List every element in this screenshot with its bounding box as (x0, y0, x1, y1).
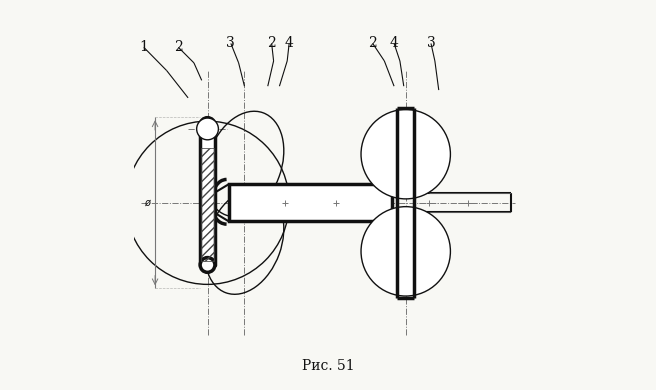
Circle shape (361, 110, 451, 199)
Circle shape (200, 257, 215, 272)
Circle shape (361, 207, 451, 296)
Text: 1: 1 (139, 40, 148, 54)
Text: ø: ø (144, 198, 150, 208)
Text: 2: 2 (267, 36, 276, 50)
Circle shape (200, 118, 215, 133)
Text: 2: 2 (368, 36, 377, 50)
Circle shape (197, 118, 218, 140)
Text: 3: 3 (226, 36, 236, 50)
Bar (229, 184, 392, 222)
Text: 2: 2 (174, 40, 183, 54)
Text: Рис. 51: Рис. 51 (302, 359, 354, 373)
Bar (201, 148, 214, 261)
Bar (200, 125, 215, 265)
Text: 4: 4 (285, 36, 294, 50)
Text: 3: 3 (426, 36, 436, 50)
Text: 4: 4 (390, 36, 398, 50)
